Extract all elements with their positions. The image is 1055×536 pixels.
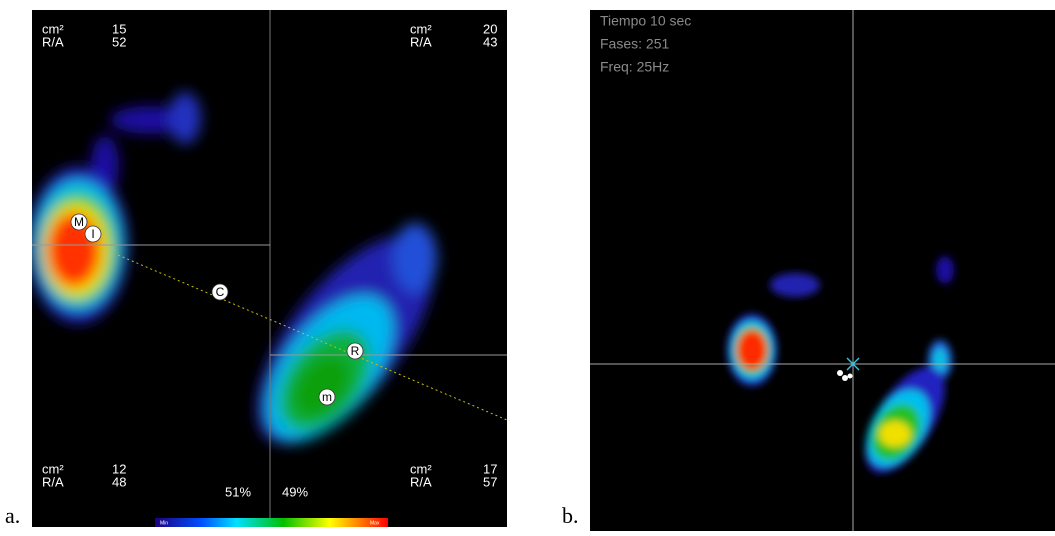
ra-label: R/A (410, 34, 432, 49)
scale-max: Max (370, 520, 380, 526)
ra-value: 48 (112, 474, 126, 489)
marker-dot (70, 213, 88, 231)
panel-b-bg (590, 10, 1055, 531)
area-value: 17 (483, 461, 497, 476)
markers: MI C Rm (70, 213, 364, 406)
center-mark (846, 357, 860, 371)
scale-min: Min (160, 520, 168, 526)
marker-dot (211, 283, 229, 301)
info-line: Freq: 25Hz (600, 59, 669, 75)
color-scale (155, 518, 388, 527)
info-text: Tiempo 10 sec Fases: 251 Freq: 25Hz (600, 13, 691, 75)
area-value: 12 (112, 461, 126, 476)
area-value: 15 (112, 21, 126, 36)
marker-dot (346, 342, 364, 360)
cop-dot (847, 373, 853, 379)
ra-label: R/A (42, 474, 64, 489)
marker-label: M (74, 215, 84, 229)
ra-value: 57 (483, 474, 497, 489)
ra-label: R/A (42, 34, 64, 49)
marker-dot (84, 225, 102, 243)
heatmap-b (727, 256, 954, 474)
info-line: Tiempo 10 sec (600, 13, 691, 29)
panel-label: a. (5, 503, 20, 528)
corner-stats: cm² 15 R/A 52 cm² 20 R/A 43 cm² 12 R/A 48 cm² 17 R/A 57 (42, 21, 497, 489)
marker-label: C (216, 285, 225, 299)
cop-dot (837, 370, 843, 376)
panel-label: b. (562, 503, 579, 528)
ra-label: R/A (410, 474, 432, 489)
ra-value: 52 (112, 34, 126, 49)
area-label: cm² (42, 21, 64, 36)
percent: 49% (282, 484, 308, 499)
marker-dot (318, 388, 336, 406)
axis-line (117, 254, 508, 421)
marker-label: I (91, 227, 94, 241)
ra-value: 43 (483, 34, 497, 49)
area-label: cm² (410, 461, 432, 476)
marker-label: m (322, 390, 332, 404)
percent: 51% (225, 484, 251, 499)
area-label: cm² (410, 21, 432, 36)
cop-dot (842, 375, 848, 381)
area-value: 20 (483, 21, 497, 36)
marker-label: R (351, 344, 360, 358)
area-label: cm² (42, 461, 64, 476)
info-line: Fases: 251 (600, 36, 669, 52)
